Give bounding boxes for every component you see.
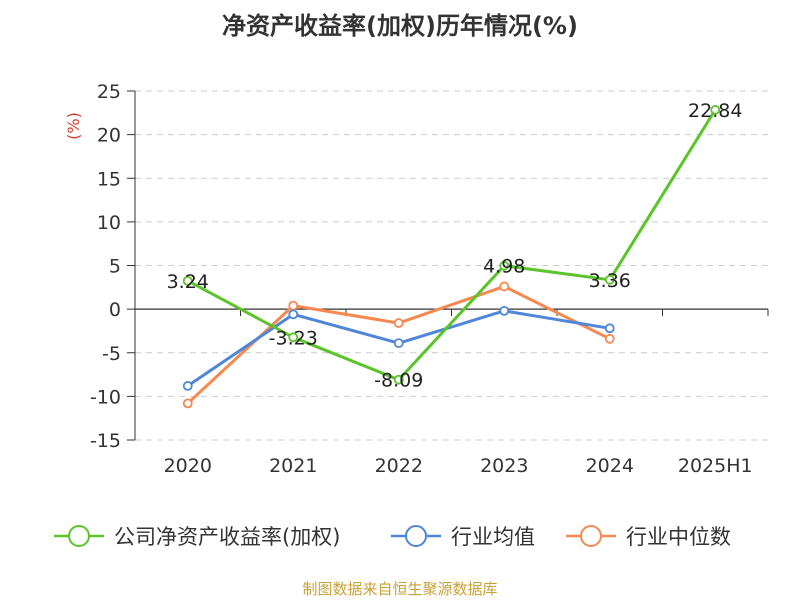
x-axis-ticks: 2020 2021 2022 2023 2024 2025H1 bbox=[164, 455, 753, 477]
series-2 bbox=[182, 305, 615, 391]
legend[interactable]: 公司净资产收益率(加权) 行业均值 行业中位数 bbox=[54, 525, 731, 549]
chart-title: 净资产收益率(加权)历年情况(%) bbox=[222, 12, 578, 40]
y-tick-label: -10 bbox=[90, 386, 121, 408]
data-point[interactable] bbox=[288, 332, 299, 343]
data-point[interactable] bbox=[393, 374, 404, 385]
series-line bbox=[187, 109, 717, 382]
data-point[interactable] bbox=[499, 260, 510, 271]
x-tick-label: 2023 bbox=[480, 455, 528, 477]
legend-marker bbox=[68, 525, 90, 547]
y-tick-label: 15 bbox=[97, 168, 121, 190]
data-point[interactable] bbox=[182, 275, 193, 286]
data-label: -8.09 bbox=[374, 370, 423, 392]
legend-label: 行业中位数 bbox=[626, 525, 731, 549]
data-point[interactable] bbox=[393, 318, 404, 328]
data-point[interactable] bbox=[182, 381, 193, 391]
axes bbox=[134, 91, 769, 440]
x-tick-label: 2022 bbox=[375, 455, 423, 477]
data-label: 4.98 bbox=[483, 256, 525, 278]
data-point[interactable] bbox=[393, 338, 404, 349]
x-tick-label: 2020 bbox=[164, 455, 212, 477]
series-1 bbox=[182, 104, 721, 385]
legend-label: 行业均值 bbox=[451, 525, 535, 549]
legend-item[interactable]: 公司净资产收益率(加权) bbox=[54, 525, 340, 549]
data-point[interactable] bbox=[182, 398, 193, 409]
data-label: 3.24 bbox=[167, 271, 209, 293]
x-tick-label: 2021 bbox=[269, 455, 317, 477]
data-labels: 3.24 -3.23 -8.09 4.98 3.36 22.84 bbox=[167, 100, 743, 392]
data-label: -3.23 bbox=[269, 327, 318, 349]
x-tick-label: 2024 bbox=[586, 455, 634, 477]
grid-lines bbox=[135, 90, 768, 441]
y-tick-label: 0 bbox=[109, 299, 121, 321]
legend-marker bbox=[580, 525, 602, 547]
y-tick-label: 5 bbox=[109, 256, 121, 278]
data-point[interactable] bbox=[499, 305, 510, 316]
data-point[interactable] bbox=[288, 309, 299, 320]
x-tick-label: 2025H1 bbox=[678, 455, 753, 477]
y-axis-ticks: 25 20 15 10 5 0 -5 -10 -15 bbox=[90, 81, 135, 452]
data-point[interactable] bbox=[288, 300, 299, 311]
y-tick-label: 25 bbox=[97, 81, 121, 103]
legend-label: 公司净资产收益率(加权) bbox=[114, 525, 340, 549]
data-label: 3.36 bbox=[589, 270, 631, 292]
data-label: 22.84 bbox=[688, 100, 742, 122]
y-tick-label: -5 bbox=[102, 343, 121, 365]
legend-item[interactable]: 行业均值 bbox=[391, 525, 535, 549]
source-note: 制图数据来自恒生聚源数据库 bbox=[302, 580, 498, 598]
legend-marker bbox=[405, 525, 427, 547]
y-tick-label: 10 bbox=[97, 212, 121, 234]
data-point[interactable] bbox=[604, 323, 615, 334]
data-point[interactable] bbox=[604, 333, 615, 344]
series-group bbox=[182, 104, 721, 409]
data-point[interactable] bbox=[499, 281, 510, 292]
y-axis-label: (%) bbox=[64, 112, 83, 140]
y-tick-label: -15 bbox=[90, 430, 121, 452]
legend-item[interactable]: 行业中位数 bbox=[566, 525, 731, 549]
data-point[interactable] bbox=[604, 274, 615, 285]
y-tick-label: 20 bbox=[97, 125, 121, 147]
data-point[interactable] bbox=[710, 104, 721, 115]
